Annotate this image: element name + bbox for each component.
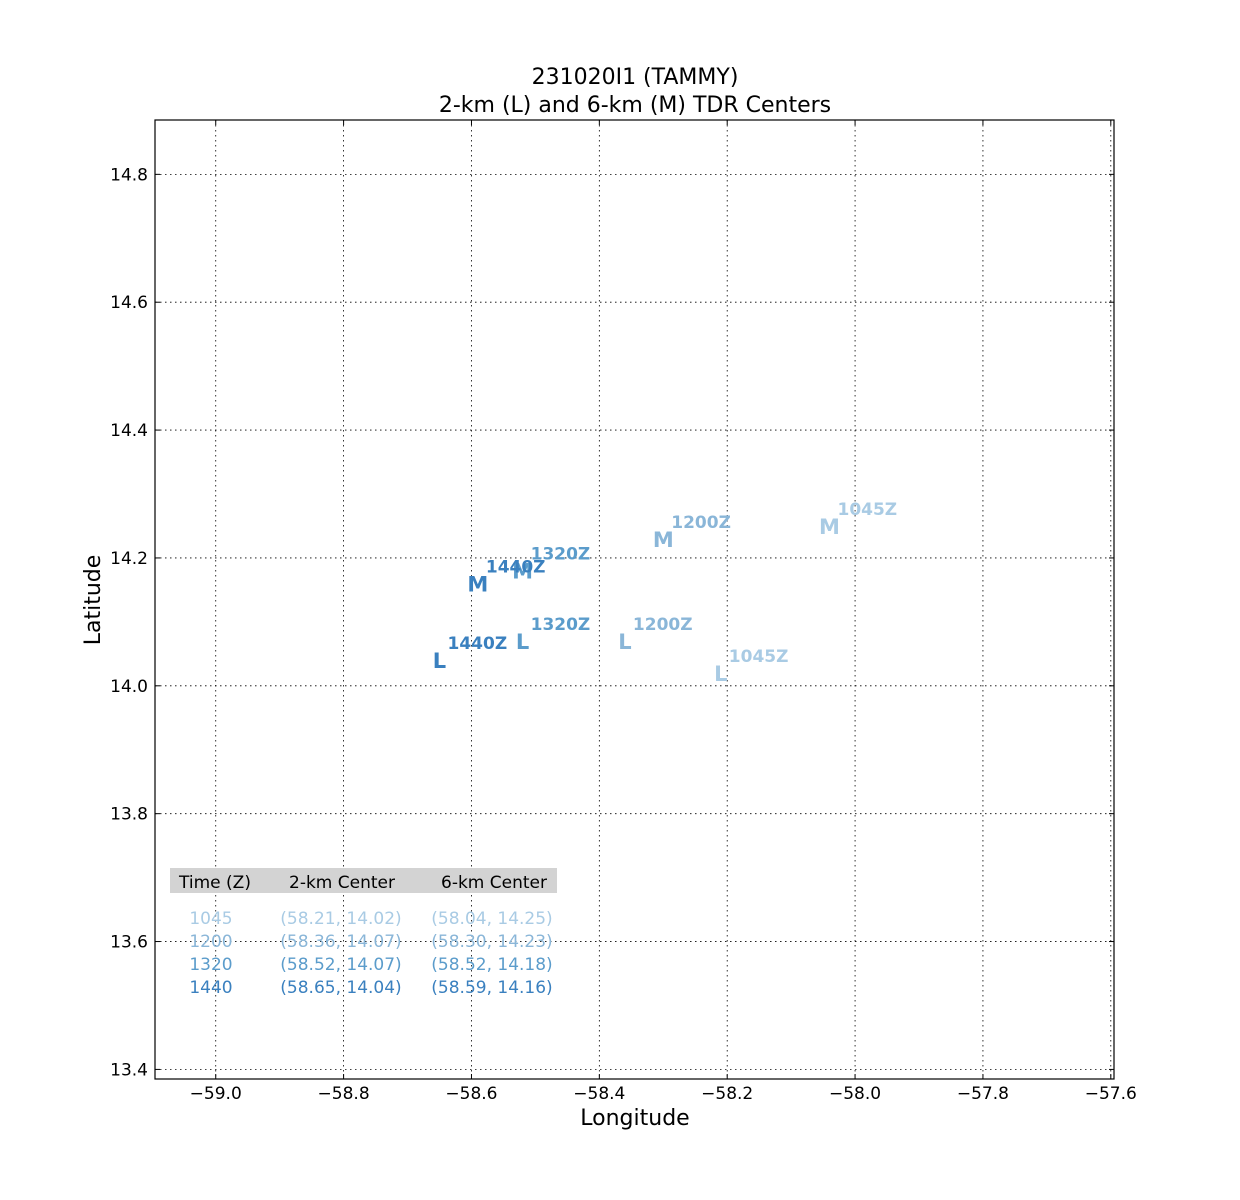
x-tick-label: −58.8 [318,1084,370,1104]
table-cell: 1440 [189,978,232,998]
y-tick-label: 14.0 [110,677,148,697]
table-cell: 1200 [189,932,232,952]
table-cell: (58.52, 14.18) [431,955,552,975]
table-cell: (58.36, 14.07) [280,932,401,952]
time-label: 1440Z [448,634,508,654]
table-header-background [170,868,557,893]
y-tick-label: 13.6 [110,933,148,953]
time-label: 1045Z [729,647,789,667]
time-label: 1045Z [837,500,897,520]
center-marker-L: L [516,630,529,654]
axis-ticks: −59.0 −58.8 −58.6 −58.4 −58.2 −58.0 −57.8 −57.6… [110,120,1137,1104]
y-tick-label: 14.6 [110,293,148,313]
table-cell: 1320 [189,955,232,975]
x-axis-label: Longitude [580,1106,689,1131]
y-tick-label: 13.8 [110,805,148,825]
data-points: L1045ZL1200ZL1320ZL1440ZM1045ZM1200ZM132… [433,500,897,686]
x-tick-label: −57.6 [1085,1084,1137,1104]
time-label: 1320Z [531,615,591,635]
center-marker-M: M [512,560,533,584]
x-tick-label: −59.0 [190,1084,242,1104]
table-cell: 1045 [189,909,232,929]
chart-subtitle: 2-km (L) and 6-km (M) TDR Centers [439,93,831,118]
center-marker-L: L [433,649,446,673]
center-marker-L: L [618,630,631,654]
center-marker-L: L [714,662,727,686]
center-marker-M: M [467,573,488,597]
x-tick-label: −58.6 [445,1084,497,1104]
y-tick-label: 14.4 [110,421,148,441]
data-table: Time (Z) 2-km Center 6-km Center 1045 (58.21… [170,868,557,998]
table-cell: (58.65, 14.04) [280,978,401,998]
plot-frame [154,119,1115,1080]
table-cell: (58.30, 14.23) [431,932,552,952]
center-marker-M: M [653,528,674,552]
x-tick-label: −58.2 [701,1084,753,1104]
table-cell: (58.04, 14.25) [431,909,552,929]
table-header-cell: Time (Z) [178,873,251,893]
time-label: 1440Z [486,558,546,578]
table-cell: (58.21, 14.02) [280,909,401,929]
table-cell: (58.52, 14.07) [280,955,401,975]
y-axis-label: Latitude [81,555,106,646]
chart-title: 231020I1 (TAMMY) [532,65,739,90]
y-tick-label: 14.2 [110,549,148,569]
table-cell: (58.59, 14.16) [431,978,552,998]
table-header-cell: 6-km Center [441,873,547,893]
time-label: 1200Z [633,615,693,635]
x-tick-label: −57.8 [957,1084,1009,1104]
x-tick-label: −58.4 [573,1084,625,1104]
x-tick-label: −58.0 [829,1084,881,1104]
y-tick-label: 14.8 [110,165,148,185]
table-header-cell: 2-km Center [289,873,395,893]
time-label: 1320Z [531,545,591,565]
y-tick-label: 13.4 [110,1060,148,1080]
time-label: 1200Z [671,513,731,533]
center-marker-M: M [819,515,840,539]
